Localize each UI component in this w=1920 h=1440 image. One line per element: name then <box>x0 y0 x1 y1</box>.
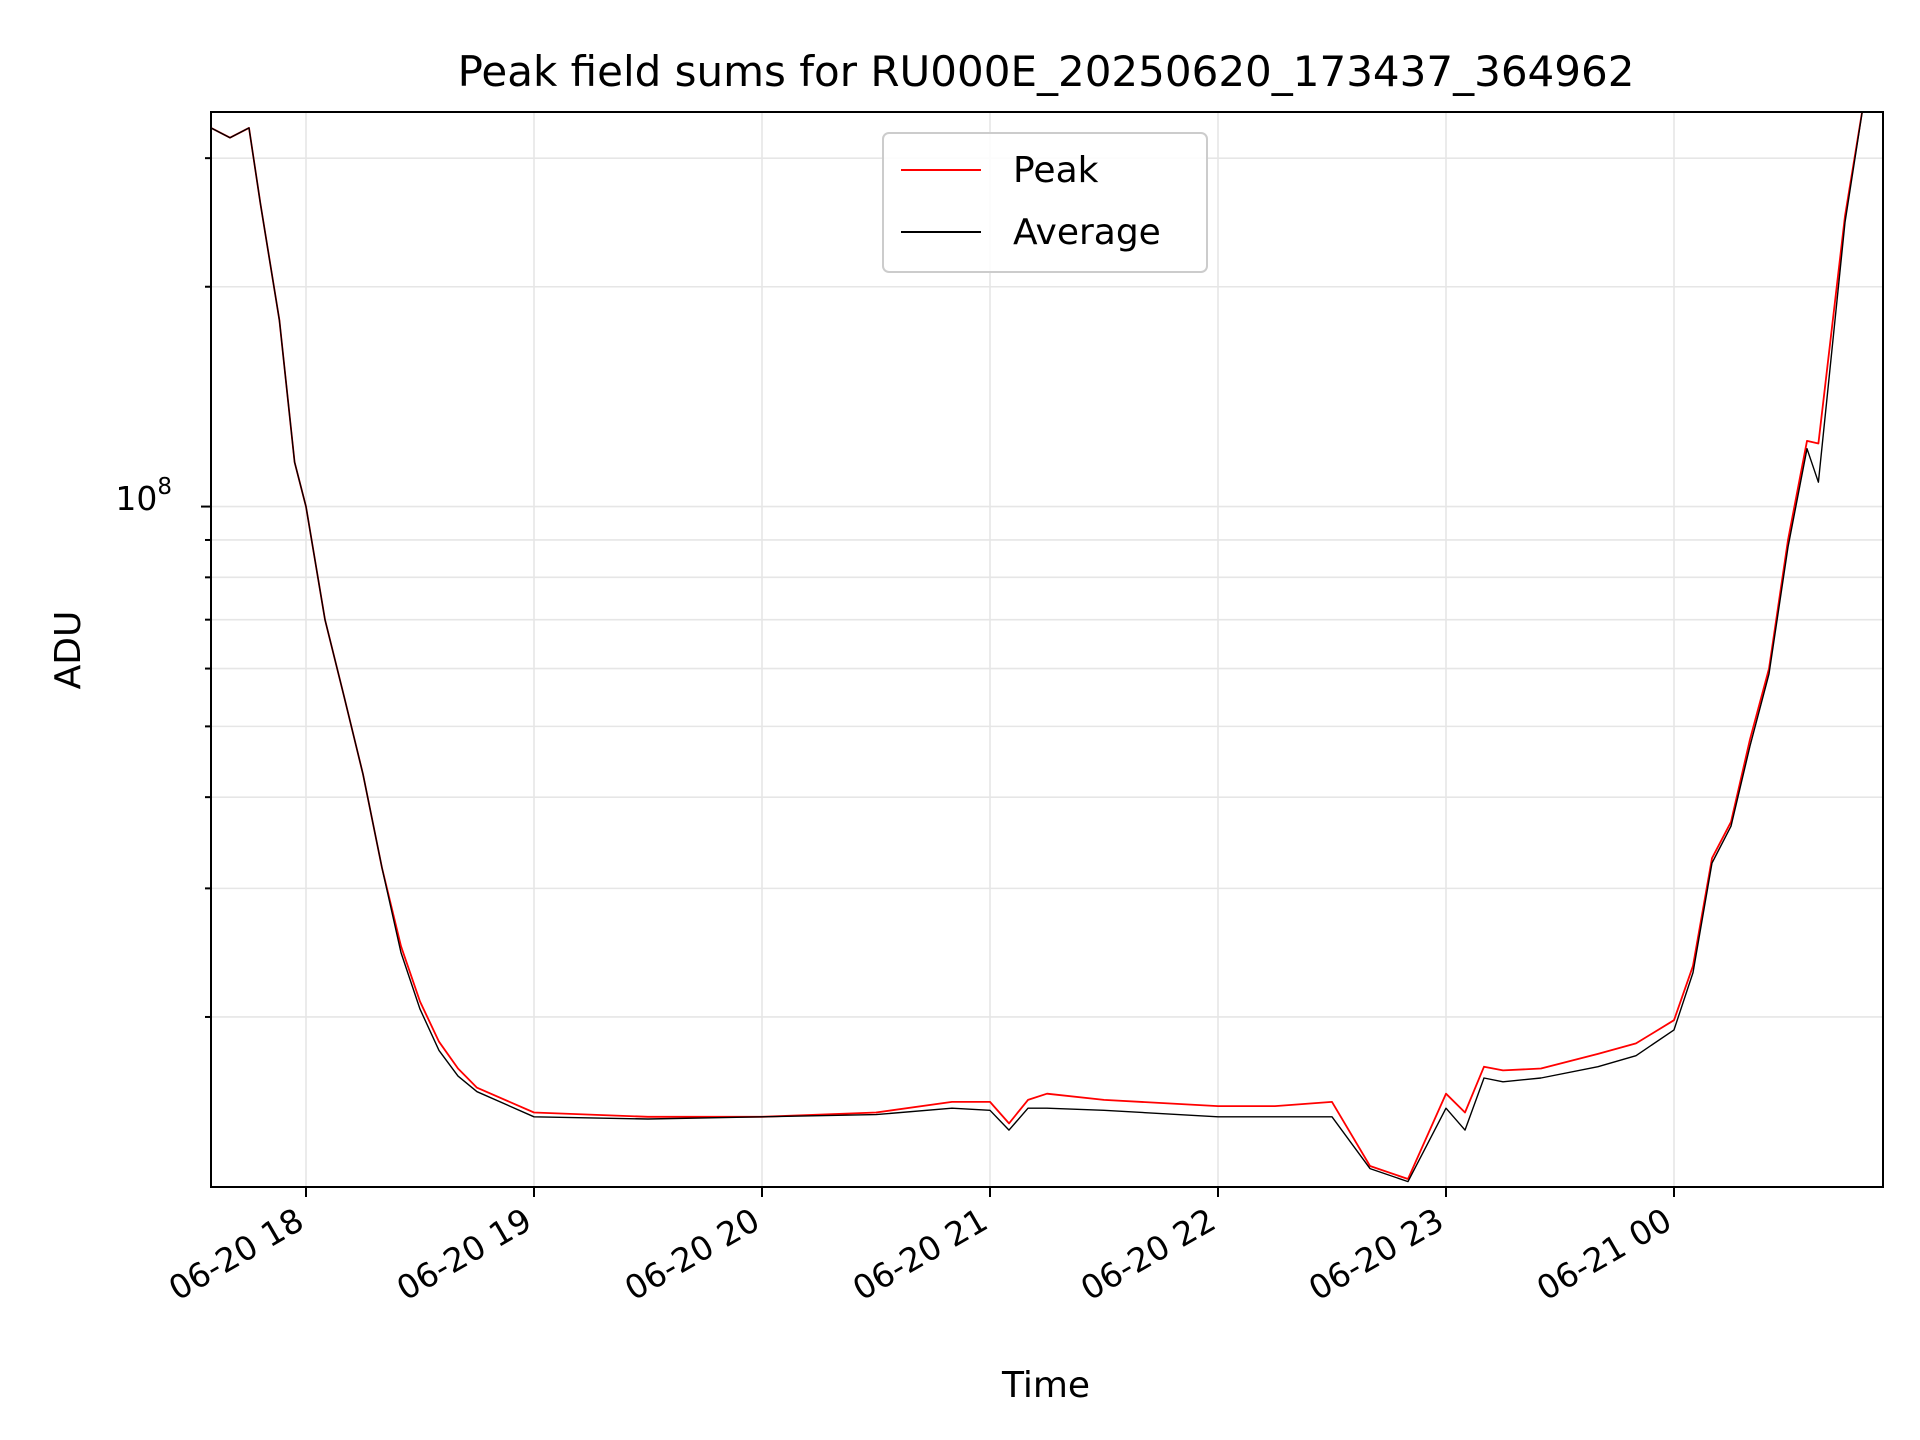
plot-area <box>211 112 1883 1187</box>
x-axis-label: Time <box>1001 1365 1090 1406</box>
chart-title: Peak field sums for RU000E_20250620_1734… <box>458 47 1635 96</box>
plot-frame <box>210 111 1884 1188</box>
legend-average-label: Average <box>1013 212 1161 253</box>
series-layer <box>211 112 1863 1183</box>
y-tick-label-1e8: 108 <box>115 474 172 518</box>
grid <box>211 112 1883 1187</box>
legend-peak-label: Peak <box>1013 150 1099 191</box>
legend: Peak Average <box>882 132 1208 273</box>
series-line-average <box>211 112 1863 1183</box>
y-axis-label: ADU <box>48 611 89 690</box>
ticks <box>201 157 1675 1197</box>
legend-box <box>882 132 1208 273</box>
